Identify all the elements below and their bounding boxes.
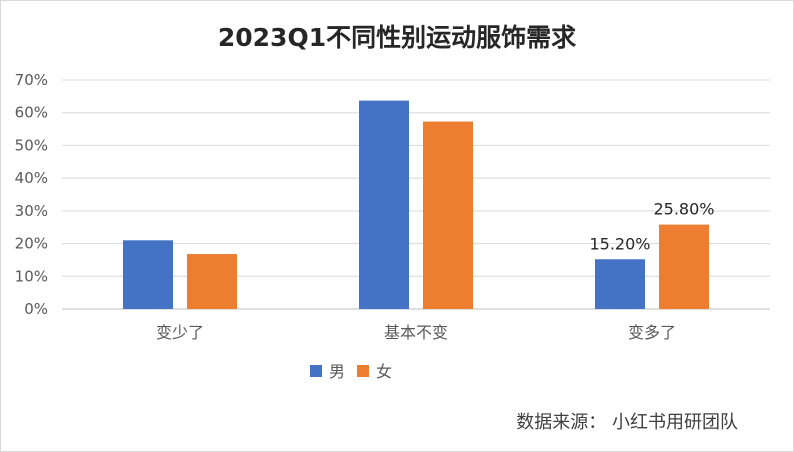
legend-label: 男 bbox=[329, 362, 345, 381]
data-label: 15.20% bbox=[589, 234, 650, 253]
x-tick-label: 变多了 bbox=[628, 323, 676, 342]
bar bbox=[359, 100, 409, 309]
y-tick-label: 70% bbox=[15, 71, 48, 89]
data-label: 25.80% bbox=[653, 200, 714, 219]
y-tick-label: 0% bbox=[24, 300, 48, 318]
chart-title: 2023Q1不同性别运动服饰需求 bbox=[217, 23, 577, 52]
data-labels: 15.20%25.80% bbox=[589, 200, 714, 254]
legend: 男女 bbox=[310, 362, 392, 381]
y-axis: 0% 10% 20% 30% 40% 50% 60% 70% bbox=[15, 71, 48, 318]
y-tick-label: 60% bbox=[15, 104, 48, 122]
y-tick-label: 50% bbox=[15, 136, 48, 154]
y-tick-label: 40% bbox=[15, 169, 48, 187]
bar bbox=[187, 254, 237, 309]
bar bbox=[423, 121, 473, 309]
x-tick-label: 基本不变 bbox=[384, 323, 448, 342]
source-note: 数据来源： 小红书用研团队 bbox=[516, 412, 738, 433]
y-tick-label: 10% bbox=[15, 267, 48, 285]
legend-swatch bbox=[310, 365, 322, 377]
bars bbox=[123, 100, 709, 309]
bar bbox=[659, 224, 709, 309]
y-tick-label: 30% bbox=[15, 202, 48, 220]
legend-label: 女 bbox=[376, 362, 392, 381]
legend-swatch bbox=[357, 365, 369, 377]
bar bbox=[595, 259, 645, 309]
x-axis: 变少了 基本不变 变多了 bbox=[156, 323, 676, 342]
x-tick-label: 变少了 bbox=[156, 323, 204, 342]
y-tick-label: 20% bbox=[15, 235, 48, 253]
gridlines bbox=[62, 79, 770, 310]
bar bbox=[123, 240, 173, 309]
